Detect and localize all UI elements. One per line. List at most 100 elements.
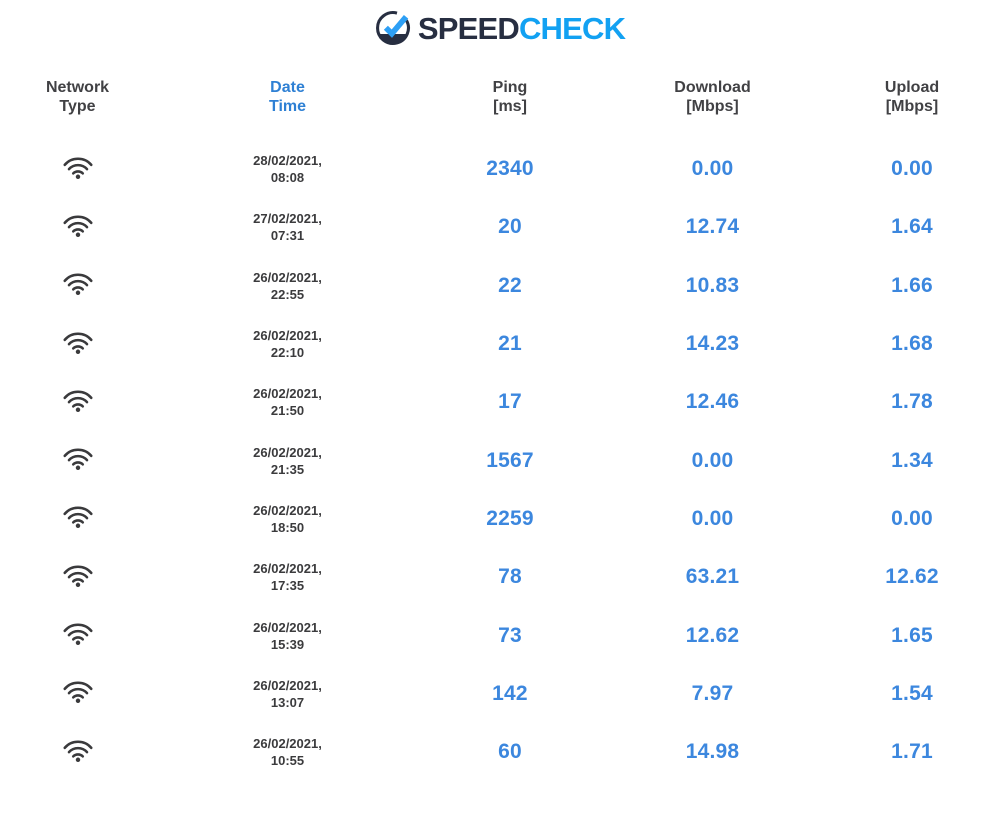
- result-network-type: [0, 445, 155, 476]
- column-header-line: Ping: [492, 79, 528, 96]
- logo-text-check: CHECK: [518, 10, 626, 46]
- result-network-type: [0, 270, 155, 301]
- column-header-line: [ms]: [493, 98, 527, 115]
- result-date: 26/02/2021,: [253, 677, 322, 693]
- result-download: 12.74: [685, 215, 740, 239]
- result-time: 21:35: [270, 461, 305, 477]
- result-date: 26/02/2021,: [253, 561, 322, 577]
- result-date: 26/02/2021,: [253, 619, 322, 635]
- result-row[interactable]: 26/02/2021, 22:55 22 10.83 1.66: [0, 257, 999, 315]
- result-download: 0.00: [691, 506, 734, 530]
- result-upload: 1.68: [891, 332, 933, 356]
- result-datetime: 26/02/2021, 17:35: [155, 560, 420, 594]
- result-download: 7.97: [691, 681, 734, 705]
- wifi-icon: [61, 387, 95, 418]
- result-ping: 22: [498, 273, 522, 297]
- logo-text-speed: SPEED: [417, 10, 520, 46]
- result-row[interactable]: 26/02/2021, 13:07 142 7.97 1.54: [0, 665, 999, 723]
- column-header-network-type[interactable]: Network Type: [0, 78, 155, 116]
- wifi-icon: [61, 154, 95, 185]
- result-row[interactable]: 26/02/2021, 21:35 1567 0.00 1.34: [0, 431, 999, 489]
- table-body: 28/02/2021, 08:08 2340 0.00 0.00 27/02/2…: [0, 140, 999, 781]
- result-time: 10:55: [270, 753, 305, 769]
- logo-wordmark: SPEEDCHECK: [417, 10, 626, 46]
- column-header-line: Upload: [884, 79, 940, 96]
- column-header-date-time[interactable]: Date Time: [155, 78, 420, 116]
- result-upload: 1.66: [891, 273, 933, 297]
- result-datetime: 26/02/2021, 22:55: [155, 269, 420, 303]
- result-upload: 1.71: [891, 740, 933, 764]
- result-datetime: 26/02/2021, 15:39: [155, 619, 420, 653]
- column-header-download[interactable]: Download [Mbps]: [600, 78, 825, 116]
- result-download: 0.00: [691, 157, 734, 181]
- result-ping: 1567: [486, 448, 534, 472]
- result-network-type: [0, 737, 155, 768]
- results-table: Network Type Date Time Ping [ms] Downloa…: [0, 78, 999, 781]
- result-date: 26/02/2021,: [253, 328, 322, 344]
- result-network-type: [0, 678, 155, 709]
- speedcheck-gauge-check-icon: [374, 9, 412, 47]
- column-header-line: Network: [45, 79, 110, 96]
- result-row[interactable]: 26/02/2021, 18:50 2259 0.00 0.00: [0, 490, 999, 548]
- result-row[interactable]: 26/02/2021, 17:35 78 63.21 12.62: [0, 548, 999, 606]
- result-datetime: 26/02/2021, 13:07: [155, 677, 420, 711]
- result-date: 26/02/2021,: [253, 269, 322, 285]
- result-network-type: [0, 562, 155, 593]
- result-time: 22:55: [270, 286, 305, 302]
- result-row[interactable]: 26/02/2021, 22:10 21 14.23 1.68: [0, 315, 999, 373]
- result-row[interactable]: 27/02/2021, 07:31 20 12.74 1.64: [0, 198, 999, 256]
- result-network-type: [0, 154, 155, 185]
- result-datetime: 26/02/2021, 18:50: [155, 502, 420, 536]
- result-row[interactable]: 26/02/2021, 21:50 17 12.46 1.78: [0, 373, 999, 431]
- result-datetime: 27/02/2021, 07:31: [155, 210, 420, 244]
- column-header-ping[interactable]: Ping [ms]: [420, 78, 600, 116]
- result-date: 26/02/2021,: [253, 386, 322, 402]
- column-header-line: Type: [59, 98, 96, 115]
- wifi-icon: [61, 445, 95, 476]
- result-upload: 12.62: [885, 565, 939, 589]
- result-time: 21:50: [270, 403, 305, 419]
- result-ping: 142: [492, 681, 528, 705]
- wifi-icon: [61, 562, 95, 593]
- result-time: 13:07: [270, 694, 305, 710]
- result-network-type: [0, 212, 155, 243]
- result-download: 14.23: [685, 332, 740, 356]
- result-row[interactable]: 26/02/2021, 15:39 73 12.62 1.65: [0, 606, 999, 664]
- result-date: 27/02/2021,: [253, 211, 322, 227]
- wifi-icon: [61, 678, 95, 709]
- result-download: 12.62: [685, 623, 740, 647]
- result-upload: 1.65: [891, 623, 933, 647]
- result-download: 63.21: [685, 565, 740, 589]
- result-date: 28/02/2021,: [253, 153, 322, 169]
- result-time: 22:10: [270, 345, 305, 361]
- result-datetime: 26/02/2021, 22:10: [155, 327, 420, 361]
- result-download: 14.98: [685, 740, 740, 764]
- table-header-row: Network Type Date Time Ping [ms] Downloa…: [0, 78, 999, 116]
- result-row[interactable]: 26/02/2021, 10:55 60 14.98 1.71: [0, 723, 999, 781]
- result-time: 18:50: [270, 519, 305, 535]
- result-date: 26/02/2021,: [253, 502, 322, 518]
- result-row[interactable]: 28/02/2021, 08:08 2340 0.00 0.00: [0, 140, 999, 198]
- wifi-icon: [61, 737, 95, 768]
- result-download: 12.46: [685, 390, 740, 414]
- result-ping: 78: [498, 565, 522, 589]
- wifi-icon: [61, 270, 95, 301]
- result-network-type: [0, 387, 155, 418]
- result-datetime: 26/02/2021, 21:50: [155, 385, 420, 419]
- result-date: 26/02/2021,: [253, 444, 322, 460]
- speedcheck-logo: SPEEDCHECK: [0, 0, 999, 48]
- result-download: 10.83: [685, 273, 740, 297]
- result-datetime: 26/02/2021, 10:55: [155, 735, 420, 769]
- result-ping: 2259: [486, 506, 534, 530]
- result-network-type: [0, 503, 155, 534]
- column-header-upload[interactable]: Upload [Mbps]: [825, 78, 999, 116]
- wifi-icon: [61, 212, 95, 243]
- result-time: 15:39: [270, 636, 305, 652]
- result-ping: 73: [498, 623, 522, 647]
- wifi-icon: [61, 620, 95, 651]
- column-header-line: Download: [674, 79, 751, 96]
- column-header-line: Date: [270, 79, 305, 96]
- result-date: 26/02/2021,: [253, 736, 322, 752]
- result-ping: 20: [498, 215, 522, 239]
- result-ping: 21: [498, 332, 522, 356]
